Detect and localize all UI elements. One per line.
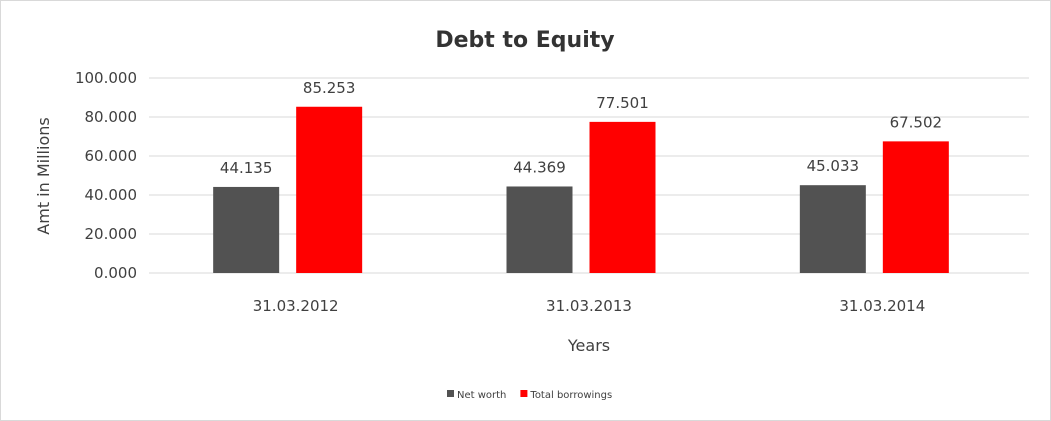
x-axis-label: Years	[567, 336, 610, 355]
bar-net-worth	[506, 186, 573, 273]
data-label: 85.253	[303, 79, 356, 97]
y-tick-label: 40.000	[85, 186, 138, 204]
bar-net-worth	[799, 185, 866, 273]
x-tick-label: 31.03.2012	[253, 297, 339, 315]
x-tick-label: 31.03.2014	[839, 297, 925, 315]
data-label: 77.501	[596, 94, 649, 112]
data-label: 44.135	[220, 159, 273, 177]
y-tick-label: 20.000	[85, 225, 138, 243]
bar-total-borrowings	[882, 141, 949, 273]
y-tick-label: 60.000	[85, 147, 138, 165]
legend-label: Total borrowings	[529, 390, 612, 401]
legend-swatch	[447, 390, 454, 397]
legend-label: Net worth	[457, 390, 506, 401]
data-label: 44.369	[513, 158, 566, 176]
legend-swatch	[520, 390, 528, 397]
data-label: 67.502	[890, 113, 943, 131]
bar-net-worth	[213, 186, 280, 273]
data-label: 45.033	[807, 157, 860, 175]
y-tick-label: 0.000	[94, 264, 137, 282]
y-axis-label: Amt in Millions	[34, 117, 53, 234]
y-tick-label: 100.000	[75, 69, 137, 87]
chart-title: Debt to Equity	[435, 28, 614, 53]
x-tick-label: 31.03.2013	[546, 297, 632, 315]
y-tick-label: 80.000	[85, 108, 138, 126]
bar-total-borrowings	[296, 106, 363, 273]
bar-total-borrowings	[589, 121, 656, 273]
